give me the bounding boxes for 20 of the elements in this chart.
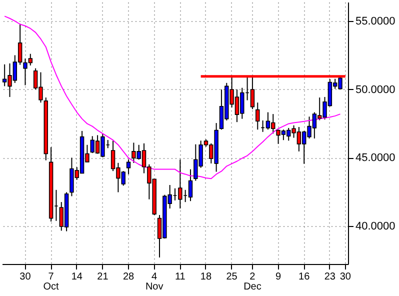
- x-tick-label: 21: [97, 272, 109, 282]
- candlestick: [126, 159, 131, 175]
- candlestick: [256, 102, 260, 130]
- y-tick-label: 40.0000: [356, 220, 396, 232]
- x-tick-label: 16: [298, 272, 310, 282]
- x-tick-label: 28: [122, 272, 135, 282]
- x-tick-label: 18: [200, 272, 212, 282]
- x-tick-label: 2 Dec: [244, 272, 262, 292]
- x-tick-label: 25: [226, 272, 238, 282]
- x-tick-label: 7 Oct: [43, 272, 60, 292]
- x-tick-label: 9: [276, 272, 282, 282]
- x-tick-label: 30: [20, 272, 32, 282]
- x-tick-label: 11: [174, 272, 186, 282]
- x-tick-label: 30: [340, 272, 352, 282]
- y-tick-label: 45.0000: [356, 152, 396, 164]
- y-tick-label: 50.0000: [356, 84, 396, 96]
- x-tick-label: 4 Nov: [145, 272, 164, 292]
- x-tick-label: 23: [324, 272, 336, 282]
- x-tick-label: 14: [71, 272, 83, 282]
- y-tick-label: 55.0000: [356, 16, 396, 28]
